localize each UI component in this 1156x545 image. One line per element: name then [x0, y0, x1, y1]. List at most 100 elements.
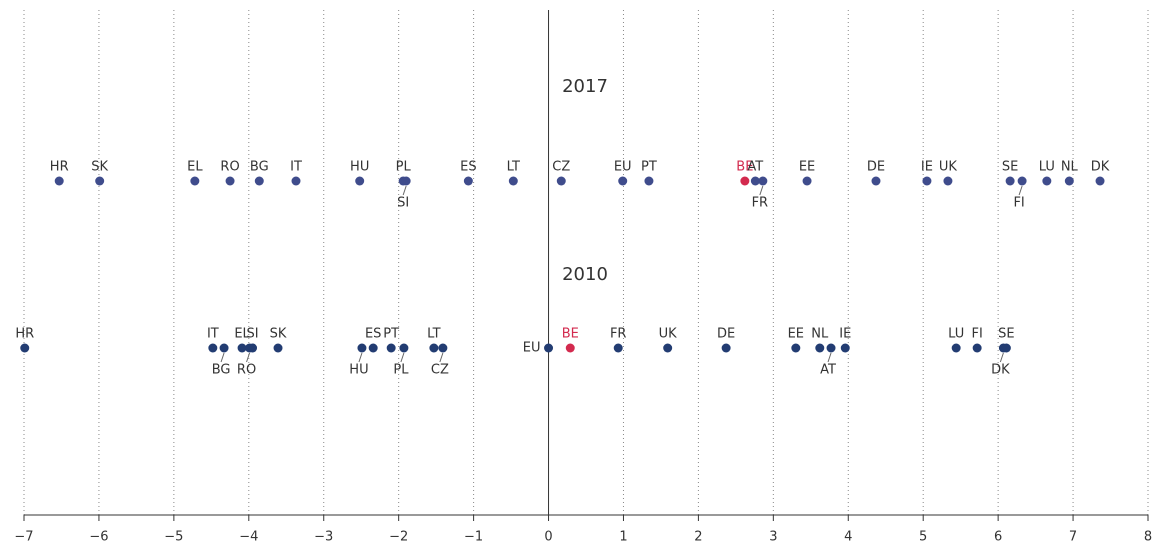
dot	[208, 343, 218, 353]
dot	[508, 176, 518, 186]
point-label: ES	[365, 327, 381, 342]
point-label: IT	[207, 327, 219, 342]
point-label: AT	[747, 160, 763, 175]
leader-line	[400, 352, 405, 363]
series-label: 2017	[562, 76, 608, 97]
point-label: PT	[383, 327, 399, 342]
point-label: SE	[1002, 160, 1018, 175]
leader-line	[439, 352, 444, 363]
dot	[840, 343, 850, 353]
point-label: SK	[270, 327, 287, 342]
dot	[254, 176, 264, 186]
point-label: IE	[921, 160, 933, 175]
point-label: BG	[250, 160, 269, 175]
x-tick-label: 6	[994, 530, 1002, 545]
dot	[219, 343, 229, 353]
point-label: DK	[991, 363, 1010, 378]
dot	[225, 176, 235, 186]
dot	[237, 343, 247, 353]
dot	[815, 343, 825, 353]
point-label: FR	[752, 196, 769, 211]
dot	[1001, 343, 1011, 353]
point-label: CZ	[552, 160, 570, 175]
point-label: RO	[237, 363, 256, 378]
point-label: FI	[971, 327, 982, 342]
dot	[1042, 176, 1052, 186]
x-tick-label: 1	[619, 530, 627, 545]
dot	[613, 343, 623, 353]
leader-line	[759, 185, 764, 196]
point-label: FR	[610, 327, 627, 342]
leader-line	[827, 352, 832, 363]
point-label: EE	[788, 327, 804, 342]
x-tick-label: 4	[844, 530, 852, 545]
dot	[438, 343, 448, 353]
point-label: EL	[234, 327, 250, 342]
leader-line	[402, 185, 407, 196]
point-label: UK	[939, 160, 958, 175]
dot	[368, 343, 378, 353]
point-label: CZ	[431, 363, 449, 378]
point-label: HR	[50, 160, 69, 175]
dot	[802, 176, 812, 186]
point-label: EE	[799, 160, 815, 175]
dot	[618, 176, 628, 186]
point-label: ES	[460, 160, 476, 175]
dot	[20, 343, 30, 353]
point-label: LU	[948, 327, 964, 342]
dot	[95, 176, 105, 186]
point-label: RO	[220, 160, 239, 175]
dot	[791, 343, 801, 353]
point-label: HU	[349, 363, 368, 378]
point-label: NL	[1061, 160, 1079, 175]
point-label: DK	[1091, 160, 1110, 175]
dot	[54, 176, 64, 186]
point-label: IT	[290, 160, 302, 175]
dot	[544, 343, 554, 353]
dot	[826, 343, 836, 353]
leader-line	[1018, 185, 1023, 196]
x-tick-label: 5	[919, 530, 927, 545]
point-label: AT	[820, 363, 836, 378]
dot	[871, 176, 881, 186]
point-label: BG	[212, 363, 231, 378]
dot	[922, 176, 932, 186]
leader-line	[999, 352, 1004, 363]
point-label: PL	[396, 160, 412, 175]
dot	[401, 176, 411, 186]
x-tick-label: −7	[14, 530, 33, 545]
point-label: IE	[839, 327, 851, 342]
point-label: LT	[507, 160, 520, 175]
dot	[565, 343, 575, 353]
x-tick-label: −4	[239, 530, 258, 545]
dot	[943, 176, 953, 186]
x-tick-label: 8	[1144, 530, 1152, 545]
x-tick-label: −2	[389, 530, 408, 545]
point-label: FI	[1013, 196, 1024, 211]
point-label: BE	[562, 327, 579, 342]
dot	[951, 343, 961, 353]
point-label: SK	[91, 160, 108, 175]
dot	[463, 176, 473, 186]
dot	[291, 176, 301, 186]
dot	[721, 343, 731, 353]
point-label: EU	[523, 341, 541, 356]
point-label: HU	[350, 160, 369, 175]
x-tick-label: −6	[89, 530, 108, 545]
point-label: DE	[717, 327, 735, 342]
dot	[972, 343, 982, 353]
dot	[644, 176, 654, 186]
leader-line	[220, 352, 225, 363]
dot	[740, 176, 750, 186]
dot	[273, 343, 283, 353]
x-tick-label: 3	[769, 530, 777, 545]
x-tick-label: 0	[544, 530, 552, 545]
point-label: PT	[641, 160, 657, 175]
point-label: UK	[659, 327, 678, 342]
point-label: EU	[614, 160, 632, 175]
point-label: HR	[15, 327, 34, 342]
dot	[663, 343, 673, 353]
dot	[1064, 176, 1074, 186]
x-tick-label: 7	[1069, 530, 1077, 545]
